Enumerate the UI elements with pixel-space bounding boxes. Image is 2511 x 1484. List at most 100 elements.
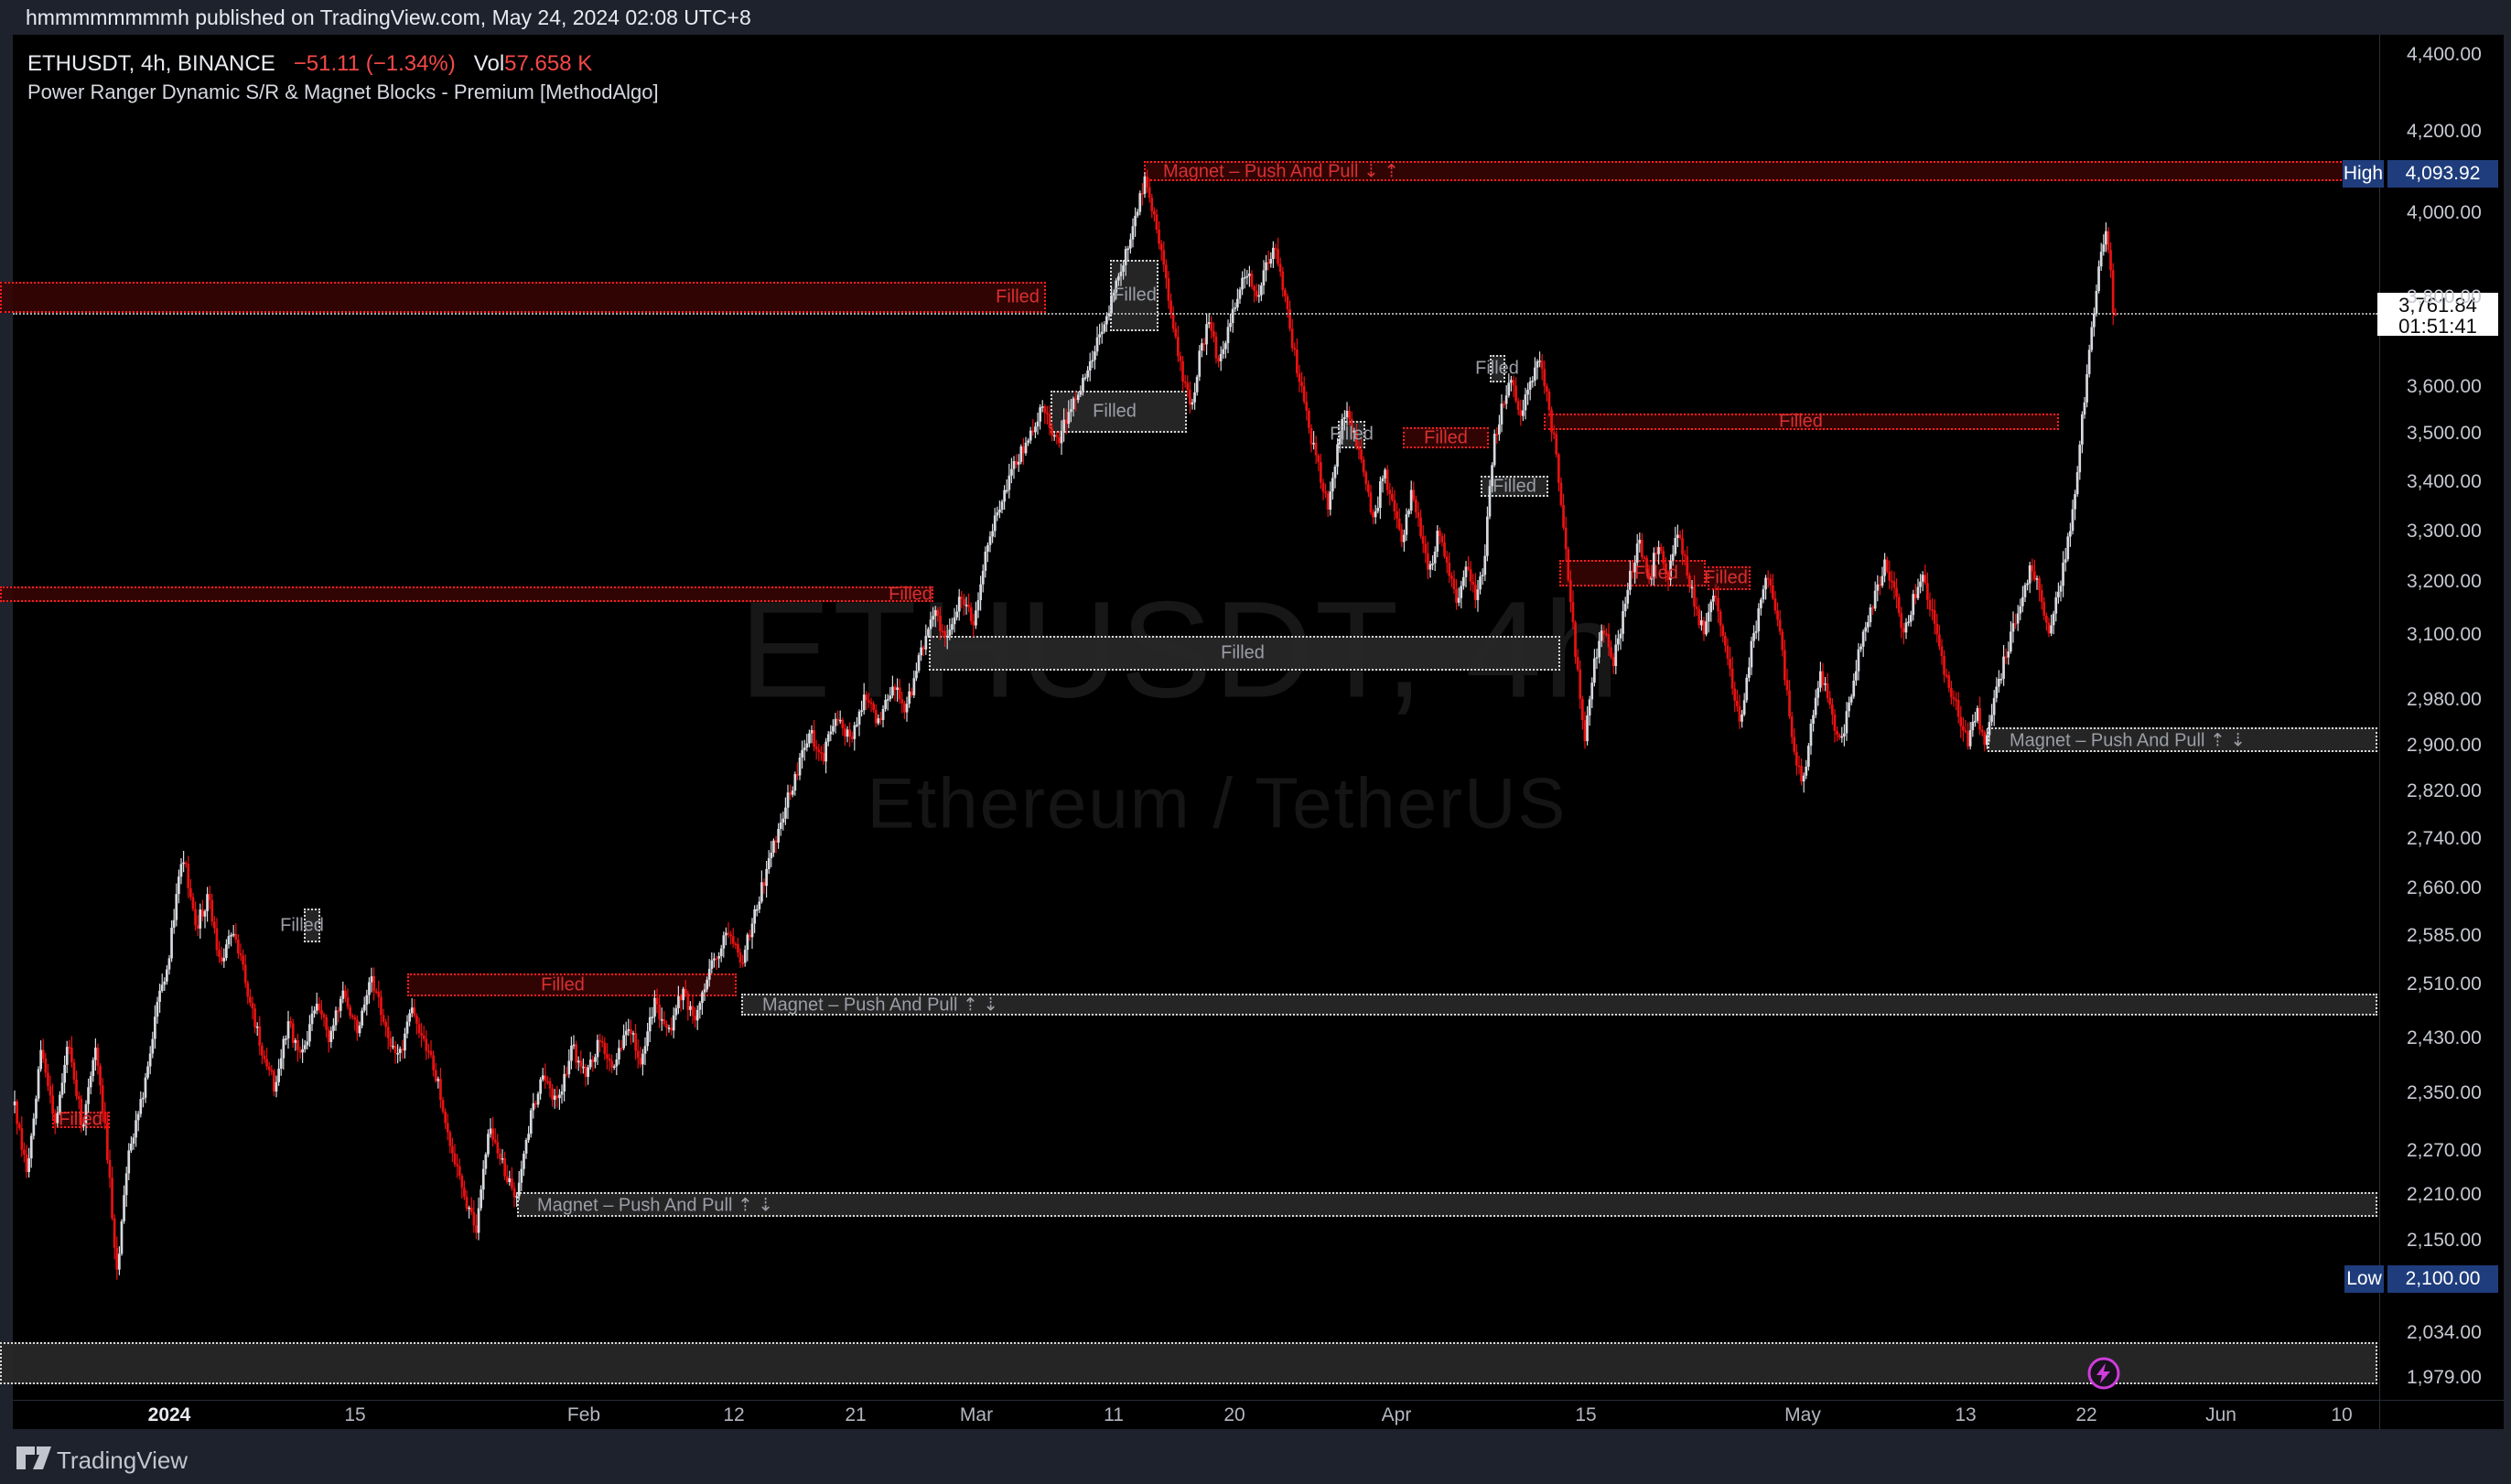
zone-label: Filled bbox=[1113, 285, 1157, 306]
filled-block[interactable] bbox=[0, 586, 933, 602]
filled-block[interactable] bbox=[1403, 427, 1489, 448]
current-price-line bbox=[13, 313, 2377, 315]
time-tick: 22 bbox=[2075, 1404, 2097, 1425]
zone-label: Filled bbox=[1634, 563, 1678, 583]
zone-label: Filled bbox=[1093, 401, 1137, 422]
tradingview-logo-icon[interactable] bbox=[16, 1446, 52, 1473]
symbol-title[interactable]: ETHUSDT, 4h, BINANCE bbox=[27, 51, 275, 76]
volume-value: 57.658 K bbox=[504, 51, 593, 76]
time-tick: Feb bbox=[566, 1404, 601, 1425]
filled-block[interactable] bbox=[1481, 476, 1548, 497]
price-tick: 3,500.00 bbox=[2407, 423, 2482, 445]
filled-block[interactable] bbox=[1110, 260, 1159, 331]
volume-label: Vol bbox=[473, 51, 505, 76]
price-tick: 2,430.00 bbox=[2407, 1027, 2482, 1048]
zone-label: Filled bbox=[1424, 427, 1468, 447]
zone-label: Filled bbox=[1779, 411, 1823, 432]
time-tick: Mar bbox=[959, 1404, 994, 1425]
magnet-block[interactable] bbox=[1988, 727, 2377, 752]
time-tick: 12 bbox=[723, 1404, 745, 1425]
price-tick: 2,350.00 bbox=[2407, 1082, 2482, 1104]
magnet-block[interactable] bbox=[517, 1192, 2377, 1217]
time-tick: 15 bbox=[344, 1404, 366, 1425]
filled-block[interactable] bbox=[929, 636, 1560, 671]
time-tick: 21 bbox=[845, 1404, 867, 1425]
price-tick: 3,800.00 bbox=[2407, 286, 2482, 308]
symbol-header[interactable]: ETHUSDT, 4h, BINANCE −51.11 (−1.34%) Vol… bbox=[27, 51, 592, 77]
price-tick: 2,740.00 bbox=[2407, 828, 2482, 850]
last-price-badge: 3,761.84 01:51:41 bbox=[2377, 293, 2498, 338]
zone-label: Filled bbox=[1330, 424, 1374, 445]
magnet-block[interactable] bbox=[741, 994, 2377, 1016]
filled-block[interactable] bbox=[304, 909, 320, 942]
zone-label: Filled bbox=[1704, 567, 1748, 588]
time-axis[interactable] bbox=[0, 1401, 2504, 1436]
time-axis-separator bbox=[13, 1400, 2504, 1401]
filled-block[interactable] bbox=[1490, 355, 1505, 382]
lightning-bolt-icon[interactable] bbox=[2086, 1356, 2121, 1391]
filled-block[interactable] bbox=[0, 282, 1046, 313]
price-tick: 2,510.00 bbox=[2407, 973, 2482, 995]
price-axis[interactable] bbox=[2380, 35, 2504, 1429]
time-tick: 15 bbox=[1575, 1404, 1597, 1425]
time-tick: 10 bbox=[2331, 1404, 2353, 1425]
time-tick: Apr bbox=[1381, 1404, 1412, 1425]
time-tick: 20 bbox=[1223, 1404, 1245, 1425]
publish-text: hmmmmmmmmh published on TradingView.com,… bbox=[26, 5, 751, 29]
price-tick: 2,660.00 bbox=[2407, 876, 2482, 898]
footer-bar: TradingView bbox=[0, 1436, 2511, 1484]
zone-label: Filled bbox=[1493, 476, 1536, 496]
time-tick: Jun bbox=[2205, 1404, 2236, 1425]
price-tick: 2,210.00 bbox=[2407, 1184, 2482, 1206]
zone-label: Magnet – Push And Pull ⇣ ⇡ bbox=[1162, 161, 1400, 182]
indicator-title[interactable]: Power Ranger Dynamic S/R & Magnet Blocks… bbox=[27, 81, 659, 103]
price-tick: 2,034.00 bbox=[2407, 1321, 2482, 1343]
zone-label: Filled bbox=[59, 1109, 102, 1130]
filled-block[interactable] bbox=[0, 1342, 2377, 1384]
candlestick-series[interactable] bbox=[0, 0, 2379, 1435]
price-tick: 3,200.00 bbox=[2407, 571, 2482, 593]
time-tick: 11 bbox=[1104, 1404, 1124, 1425]
zone-label: Filled bbox=[889, 584, 932, 604]
zone-label: Filled bbox=[1221, 642, 1265, 663]
high-badge-value: 4,093.92 bbox=[2387, 160, 2498, 188]
price-tick: 2,270.00 bbox=[2407, 1139, 2482, 1161]
zone-label: Filled bbox=[1475, 358, 1519, 379]
price-tick: 4,200.00 bbox=[2407, 121, 2482, 143]
filled-block[interactable] bbox=[407, 973, 737, 996]
filled-block[interactable] bbox=[1708, 566, 1751, 590]
price-tick: 2,900.00 bbox=[2407, 734, 2482, 756]
price-tick: 3,100.00 bbox=[2407, 623, 2482, 645]
zone-label: Filled bbox=[541, 974, 585, 995]
zone-label: Filled bbox=[996, 286, 1040, 307]
time-tick: 2024 bbox=[147, 1404, 191, 1425]
price-tick: 3,600.00 bbox=[2407, 376, 2482, 398]
bar-countdown: 01:51:41 bbox=[2398, 315, 2477, 338]
price-change: −51.11 (−1.34%) bbox=[293, 51, 456, 76]
filled-block[interactable] bbox=[1544, 414, 2059, 430]
low-badge-value: 2,100.00 bbox=[2387, 1265, 2498, 1293]
price-tick: 4,000.00 bbox=[2407, 201, 2482, 223]
zone-label: Magnet – Push And Pull ⇡ ⇣ bbox=[2009, 730, 2247, 750]
price-tick: 1,979.00 bbox=[2407, 1367, 2482, 1389]
tradingview-brand[interactable]: TradingView bbox=[57, 1446, 189, 1474]
zone-label: Filled bbox=[280, 915, 324, 935]
price-tick: 2,585.00 bbox=[2407, 924, 2482, 946]
price-tick: 2,820.00 bbox=[2407, 780, 2482, 802]
price-tick: 2,150.00 bbox=[2407, 1230, 2482, 1252]
publish-info-bar: hmmmmmmmmh published on TradingView.com,… bbox=[0, 0, 2511, 35]
time-tick: May bbox=[1784, 1404, 1821, 1425]
price-axis-separator bbox=[2379, 35, 2380, 1429]
price-tick: 4,400.00 bbox=[2407, 44, 2482, 65]
low-badge-label: Low bbox=[2344, 1265, 2384, 1293]
last-price-value: 3,761.84 bbox=[2398, 294, 2477, 317]
time-tick: 13 bbox=[1955, 1404, 1977, 1425]
price-tick: 3,400.00 bbox=[2407, 470, 2482, 492]
high-badge-label: High bbox=[2343, 160, 2384, 188]
zone-label: Magnet – Push And Pull ⇡ ⇣ bbox=[761, 995, 999, 1016]
price-tick: 2,980.00 bbox=[2407, 689, 2482, 711]
symbol-watermark-subtitle: Ethereum / TetherUS bbox=[867, 762, 1568, 844]
zone-label: Magnet – Push And Pull ⇡ ⇣ bbox=[536, 1195, 774, 1215]
price-tick: 3,300.00 bbox=[2407, 520, 2482, 542]
